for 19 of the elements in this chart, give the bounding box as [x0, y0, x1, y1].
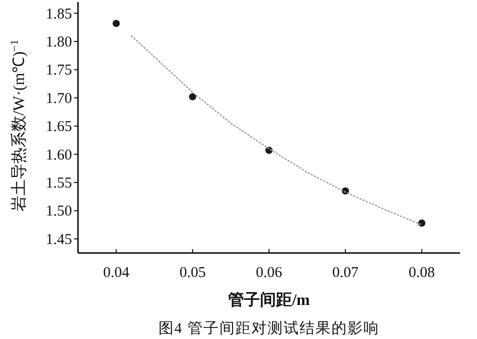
x-axis-title: 管子间距/m	[227, 291, 311, 309]
y-tick-label: 1.75	[46, 62, 72, 79]
y-tick-label: 1.50	[46, 204, 72, 220]
y-tick-label: 1.85	[46, 6, 72, 22]
caption: 图4 管子间距对测试结果的影响	[158, 320, 380, 337]
point	[189, 93, 196, 100]
x-tick-label: 0.04	[103, 265, 130, 281]
x-tick-label: 0.05	[179, 265, 206, 281]
y-tick-label: 1.60	[46, 147, 72, 164]
point	[418, 220, 426, 227]
y-tick-label: 1.65	[46, 119, 72, 136]
x-tick-label: 0.07	[332, 265, 360, 281]
y-tick-label: 1.55	[46, 175, 72, 192]
point	[112, 20, 120, 28]
y-tick-label: 1.45	[46, 232, 72, 248]
y-tick-label: 1.80	[46, 34, 72, 50]
x-tick-label: 0.08	[408, 265, 435, 281]
x-tick-label: 0.06	[256, 265, 283, 281]
y-tick-label: 1.70	[46, 90, 72, 107]
